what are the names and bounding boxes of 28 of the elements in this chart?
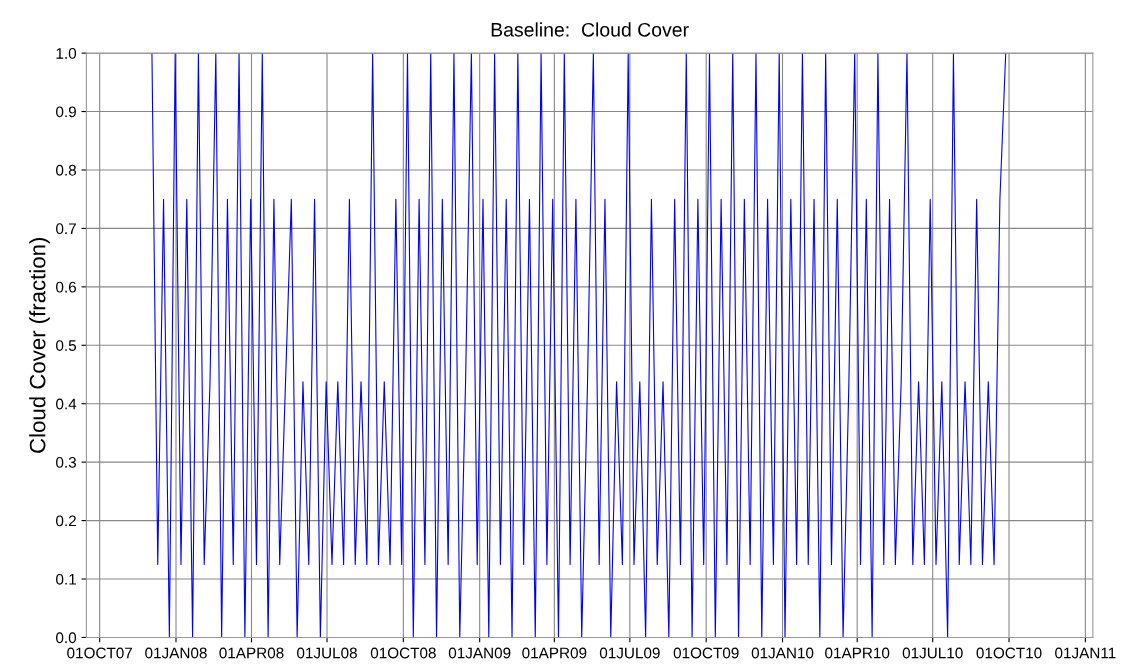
x-tick-label: 01JUL08: [297, 647, 357, 659]
x-tick-label: 01APR10: [825, 647, 890, 659]
x-tick-label: 01JUL10: [902, 647, 963, 659]
y-tick-label: 0.1: [56, 573, 76, 585]
x-tick-label: 01OCT10: [976, 647, 1042, 659]
y-tick-label: 0.8: [56, 164, 77, 176]
x-tick-label: 01JAN10: [751, 647, 814, 659]
y-tick-label: 0.2: [56, 515, 76, 527]
y-tick-label: 0.4: [56, 398, 77, 410]
line-series: [151, 53, 1007, 638]
x-tick-label: 01APR09: [522, 647, 587, 659]
y-tick-label: 0.9: [56, 106, 76, 118]
y-tick-label: 0.5: [56, 340, 77, 351]
x-tick-label: 01JAN09: [448, 647, 511, 659]
x-tick-label: 01JAN08: [145, 647, 207, 659]
x-tick-label: 01OCT07: [67, 647, 133, 659]
y-tick-label: 0.3: [56, 457, 76, 468]
chart-title: Baseline: Cloud Cover: [491, 22, 689, 37]
x-tick-label: 01OCT09: [673, 647, 739, 659]
y-tick-label: 0.6: [56, 281, 76, 293]
x-tick-label: 01JUL09: [599, 647, 660, 659]
x-tick-label: 01JAN11: [1055, 647, 1116, 659]
y-tick-label: 0.0: [56, 632, 77, 644]
y-tick-label: 1.0: [56, 47, 77, 59]
x-tick-label: 01OCT08: [370, 647, 436, 659]
y-tick-label: 0.7: [56, 223, 76, 235]
x-tick-label: 01APR08: [219, 647, 284, 659]
y-axis-title: Cloud Cover (fraction): [29, 237, 50, 453]
